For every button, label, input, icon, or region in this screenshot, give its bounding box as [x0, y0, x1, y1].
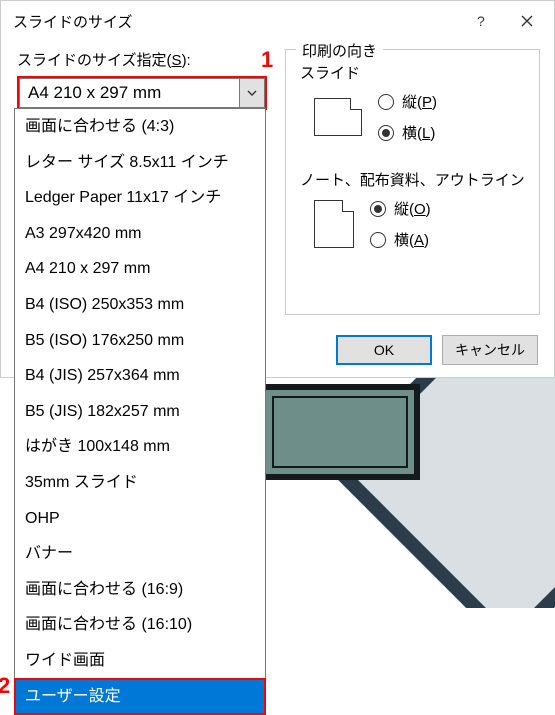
size-dropdown-list[interactable]: 画面に合わせる (4:3)レター サイズ 8.5x11 インチLedger Pa… — [14, 108, 266, 715]
size-option[interactable]: OHP — [15, 501, 265, 537]
size-option[interactable]: B4 (JIS) 257x364 mm — [15, 358, 265, 394]
chevron-down-icon[interactable] — [239, 78, 265, 108]
size-option[interactable]: A3 297x420 mm — [15, 216, 265, 252]
cancel-button[interactable]: キャンセル — [442, 335, 538, 365]
background-decoration — [260, 378, 555, 608]
size-option[interactable]: A4 210 x 297 mm — [15, 251, 265, 287]
close-button[interactable] — [504, 3, 550, 39]
size-option[interactable]: 画面に合わせる (4:3) — [15, 109, 265, 145]
size-option[interactable]: はがき 100x148 mm — [15, 429, 265, 465]
right-column: 印刷の向き スライド 縦(P) 横(L) ノート、配布資料、アウトライン 縦(O… — [285, 49, 540, 327]
size-option[interactable]: バナー — [15, 536, 265, 572]
size-option[interactable]: ユーザー設定 — [15, 679, 265, 715]
button-row: OK キャンセル — [336, 335, 538, 365]
size-combobox[interactable]: A4 210 x 297 mm — [17, 76, 267, 110]
size-option[interactable]: B5 (ISO) 176x250 mm — [15, 323, 265, 359]
orientation-group-title: 印刷の向き — [296, 40, 383, 61]
size-option[interactable]: ワイド画面 — [15, 643, 265, 679]
annotation-marker-2: 2 — [0, 673, 10, 699]
dialog-title: スライドのサイズ — [13, 11, 133, 32]
notes-orientation-label: ノート、配布資料、アウトライン — [300, 169, 525, 190]
slide-portrait-radio[interactable]: 縦(P) — [378, 91, 437, 112]
notes-portrait-radio[interactable]: 縦(O) — [370, 198, 431, 219]
notes-orientation-row: 縦(O) 横(A) — [300, 198, 525, 250]
left-column: スライドのサイズ指定(S): 1 A4 210 x 297 mm — [17, 49, 267, 110]
window-controls: ? — [458, 3, 550, 39]
size-option[interactable]: 画面に合わせる (16:10) — [15, 607, 265, 643]
slide-orientation-row: 縦(P) 横(L) — [300, 91, 525, 143]
svg-text:?: ? — [477, 14, 485, 28]
size-combobox-value: A4 210 x 297 mm — [19, 78, 239, 108]
annotation-marker-1: 1 — [261, 47, 273, 73]
size-option[interactable]: 画面に合わせる (16:9) — [15, 572, 265, 608]
orientation-group: 印刷の向き スライド 縦(P) 横(L) ノート、配布資料、アウトライン 縦(O… — [285, 49, 540, 315]
ok-button[interactable]: OK — [336, 335, 432, 365]
size-option[interactable]: B4 (ISO) 250x353 mm — [15, 287, 265, 323]
titlebar: スライドのサイズ ? — [1, 1, 554, 41]
size-option[interactable]: 35mm スライド — [15, 465, 265, 501]
size-spec-label: スライドのサイズ指定(S): — [17, 49, 191, 70]
slide-orientation-label: スライド — [300, 62, 525, 83]
help-button[interactable]: ? — [458, 3, 504, 39]
slide-landscape-radio[interactable]: 横(L) — [378, 122, 437, 143]
size-option[interactable]: Ledger Paper 11x17 インチ — [15, 180, 265, 216]
notes-landscape-radio[interactable]: 横(A) — [370, 229, 431, 250]
size-option[interactable]: B5 (JIS) 182x257 mm — [15, 394, 265, 430]
page-portrait-icon — [314, 200, 354, 248]
page-landscape-icon — [314, 98, 362, 136]
size-option[interactable]: レター サイズ 8.5x11 インチ — [15, 145, 265, 181]
